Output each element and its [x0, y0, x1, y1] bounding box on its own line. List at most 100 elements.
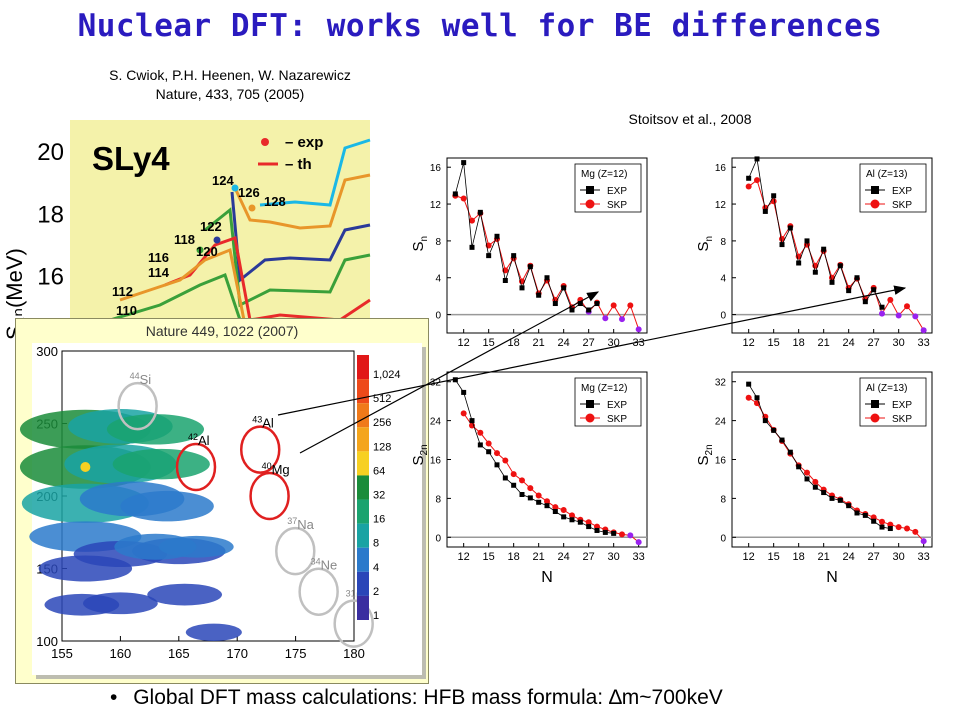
pid-colorbar-tick-1: 512 — [373, 393, 391, 405]
mg-s2n-ytick-2: 16 — [430, 456, 442, 467]
mg-sn-exp-point-11 — [452, 191, 458, 197]
al-sn-skp-point-31 — [904, 303, 910, 310]
al-sn-panel: 12 15 18 21 24 27 30 33 16 12 8 4 0 Sn Al (Z=13) EXP SKP — [695, 156, 933, 349]
sly4-mass-label-120: 120 — [196, 244, 218, 259]
al-s2n-ytick-3: 8 — [720, 494, 726, 505]
pid-blobs — [19, 409, 242, 641]
al-sn-exp-point-20 — [812, 269, 818, 275]
mg-sn-exp-point-20 — [527, 264, 533, 270]
sly4-exp-point-0 — [231, 184, 239, 192]
mg-sn-legend-marker-0 — [586, 186, 594, 194]
al-s2n-exp-point-25 — [854, 510, 860, 516]
pid-label-42Al: 42Al — [188, 432, 210, 448]
al-s2n-xtick-6: 30 — [893, 551, 905, 563]
mg-s2n-legend: Mg (Z=12) EXP SKP — [574, 377, 642, 427]
al-sn-skp-point-28 — [879, 310, 885, 317]
mg-s2n-skp-point-15 — [485, 440, 492, 447]
pid-colorbar: 1,024 512 256 128 64 32 16 8 4 2 1 — [357, 355, 401, 622]
al-s2n-legend: Al (Z=13) EXP SKP — [859, 377, 927, 427]
mg-sn-ytick-3: 4 — [435, 274, 441, 285]
al-sn-exp-point-24 — [846, 288, 852, 294]
al-s2n-skp-point-20 — [812, 478, 819, 485]
al-sn-legend-marker-0 — [871, 186, 879, 194]
mg-sn-exp-point-23 — [552, 301, 558, 307]
al-sn-ytick-1: 12 — [715, 200, 727, 211]
al-s2n-legend-marker-0 — [871, 400, 879, 408]
al-s2n-ytick-0: 32 — [715, 378, 727, 389]
mg-s2n-xtick-7: 33 — [633, 551, 645, 563]
al-sn-xtick-4: 24 — [843, 337, 855, 349]
sly4-mass-label-126: 126 — [238, 185, 260, 200]
mg-s2n-exp-point-20 — [527, 495, 533, 501]
pid-xtick-3: 170 — [226, 646, 248, 661]
al-s2n-exp-point-21 — [821, 490, 827, 496]
pid-xtick-4: 175 — [285, 646, 307, 661]
mg-s2n-legend-title: Mg (Z=12) — [581, 383, 627, 394]
mg-s2n-exp-point-27 — [586, 524, 592, 530]
mg-sn-skp-point-12 — [460, 195, 467, 202]
al-s2n-exp-point-28 — [879, 524, 885, 530]
mg-s2n-xtick-1: 15 — [483, 551, 495, 563]
bullet-marker: • — [110, 686, 118, 709]
al-sn-xtick-0: 12 — [743, 337, 755, 349]
mg-s2n-ylabel: S2n — [410, 444, 430, 465]
mg-s2n-exp-point-12 — [461, 389, 467, 395]
mg-s2n-legend-label-0: EXP — [607, 400, 627, 411]
al-s2n-exp-point-27 — [871, 518, 877, 524]
citation-nature: Nature 449, 1022 (2007) — [145, 323, 299, 339]
mg-s2n-xtick-5: 27 — [583, 551, 595, 563]
sly4-mass-label-118: 118 — [174, 232, 195, 247]
sly4-legend: – exp – th — [258, 134, 323, 173]
al-sn-xtick-7: 33 — [918, 337, 930, 349]
al-s2n-skp-point-33 — [920, 538, 927, 545]
pid-label-37Na: 37Na — [287, 516, 314, 532]
mg-sn-xtick-6: 30 — [608, 337, 620, 349]
mg-s2n-skp-point-16 — [494, 450, 500, 457]
pid-colorbar-cell-9 — [357, 571, 369, 596]
pid-chart: 155160165170175180300250200150100 44Si42… — [19, 344, 401, 661]
pid-cluster-13 — [120, 490, 214, 522]
mg-s2n-exp-point-21 — [536, 499, 542, 505]
pid-label-44Si: 44Si — [130, 371, 152, 387]
al-sn-ytick-0: 16 — [715, 163, 727, 174]
al-sn-legend-marker-1 — [870, 199, 880, 209]
al-s2n-ytick-1: 24 — [715, 417, 727, 428]
al-sn-legend-label-0: EXP — [892, 186, 912, 197]
al-s2n-xtick-7: 33 — [918, 551, 930, 563]
al-sn-skp-point-32 — [912, 313, 919, 320]
mg-sn-ylabel: Sn — [410, 236, 430, 252]
mg-sn-exp-point-17 — [502, 278, 508, 283]
mg-sn-skp-point-31 — [619, 316, 625, 323]
mg-sn-exp-point-24 — [561, 285, 567, 291]
pid-ytick-4: 100 — [36, 634, 58, 649]
mg-sn-skp-point-29 — [602, 315, 609, 322]
al-s2n-panel: 12 15 18 21 24 27 30 33 32 24 16 8 0 S2n N Al (Z=13) EXP… — [695, 371, 933, 586]
al-s2n-legend-label-0: EXP — [892, 400, 912, 411]
sly4-legend-exp-marker — [261, 138, 269, 146]
sly4-legend-th: – th — [285, 156, 312, 173]
bullet-item: • Global DFT mass calculations: HFB mass… — [110, 686, 723, 710]
mg-s2n-skp-point-27 — [585, 519, 592, 526]
mg-sn-legend: Mg (Z=12) EXP SKP — [574, 163, 642, 213]
sly4-exp-point-2 — [213, 236, 221, 244]
al-s2n-exp-point-19 — [804, 476, 810, 482]
mg-s2n-exp-point-16 — [494, 462, 500, 468]
al-s2n-ylabel: S2n — [695, 444, 715, 465]
mg-s2n-ytick-4: 0 — [435, 533, 441, 544]
mg-sn-legend-title: Mg (Z=12) — [581, 169, 627, 180]
sly4-mass-label-112: 112 — [112, 284, 133, 299]
pid-circle-44Si — [117, 381, 158, 431]
pid-cluster-18 — [114, 533, 197, 560]
mg-sn-panel: 12 15 18 21 24 27 30 33 16 12 8 4 0 Sn Mg (Z=12) EXP SKP — [410, 157, 648, 349]
mg-s2n-exp-point-22 — [544, 503, 550, 509]
sly4-mass-label-116: 116 — [148, 250, 169, 265]
sly4-exp-point-3 — [196, 246, 204, 254]
bullet-text: Global DFT mass calculations: HFB mass f… — [133, 686, 723, 709]
sly4-title: SLy4 — [92, 140, 170, 177]
pid-circle-42Al — [175, 442, 217, 492]
pid-colorbar-cell-10 — [357, 595, 369, 620]
al-sn-ylabel: Sn — [695, 236, 715, 252]
mg-sn-exp-point-26 — [577, 301, 583, 307]
al-sn-exp-point-12 — [746, 175, 752, 181]
mg-s2n-xlabel: N — [541, 569, 553, 586]
